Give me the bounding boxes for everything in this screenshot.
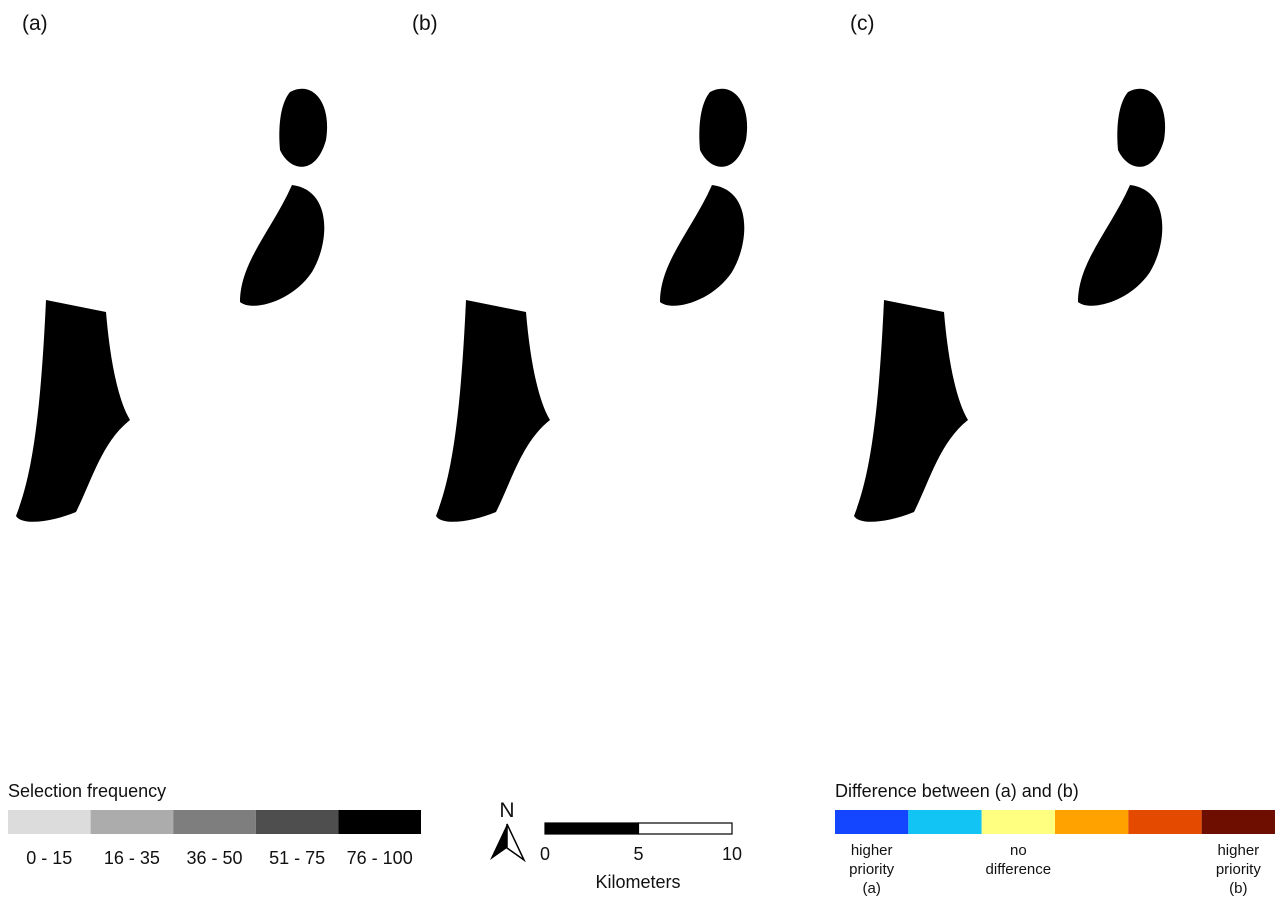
scale-tick-label: 5 [633,844,643,864]
panel-label: (b) [412,12,438,35]
scale-segment [544,822,640,835]
legend-swatch [835,810,909,834]
north-arrow: N [490,799,526,863]
map-c [854,19,1234,759]
legend-label: higher [1217,842,1259,859]
scale-bar: 0 5 10 [540,822,742,864]
legend-swatch [981,810,1055,834]
panel-label: (a) [22,12,48,35]
legend-label: 36 - 50 [186,848,242,868]
legend-swatch [255,810,339,834]
north-label: N [499,799,514,822]
selection-legend: 0 - 15 16 - 35 36 - 50 51 - 75 76 - 100 [8,810,421,868]
legend-label: (a) [862,880,880,897]
arrow-half [490,824,507,860]
legend-label: higher [851,842,893,859]
legend-swatch [173,810,256,834]
difference-legend: higher priority (a) no difference higher prior… [835,810,1275,897]
legend-swatch [908,810,982,834]
panel-label: (c) [850,12,875,35]
map-b [436,19,816,759]
legend-swatch [338,810,421,834]
scale-tick-label: 0 [540,844,550,864]
legend-label: 16 - 35 [104,848,160,868]
legend-label: 76 - 100 [347,848,413,868]
arrow-half [506,823,526,863]
legend-swatch [1128,810,1202,834]
legend-swatch [1055,810,1129,834]
legend-label: priority [849,861,895,878]
legend-label: 0 - 15 [26,848,72,868]
legend-swatch [8,810,91,834]
legend-swatch [1201,810,1275,834]
legend-label: (b) [1229,880,1247,897]
map-a [16,19,396,759]
scale-tick-label: 10 [722,844,742,864]
legend-label: 51 - 75 [269,848,325,868]
scale-segment [637,822,733,835]
legend-title: Selection frequency [8,781,166,801]
legend-label: difference [986,861,1052,878]
legend-swatch [90,810,174,834]
legend-title: Difference between (a) and (b) [835,781,1079,801]
legend-label: priority [1216,861,1262,878]
legend-label: no [1010,842,1027,859]
scale-unit: Kilometers [595,872,680,892]
